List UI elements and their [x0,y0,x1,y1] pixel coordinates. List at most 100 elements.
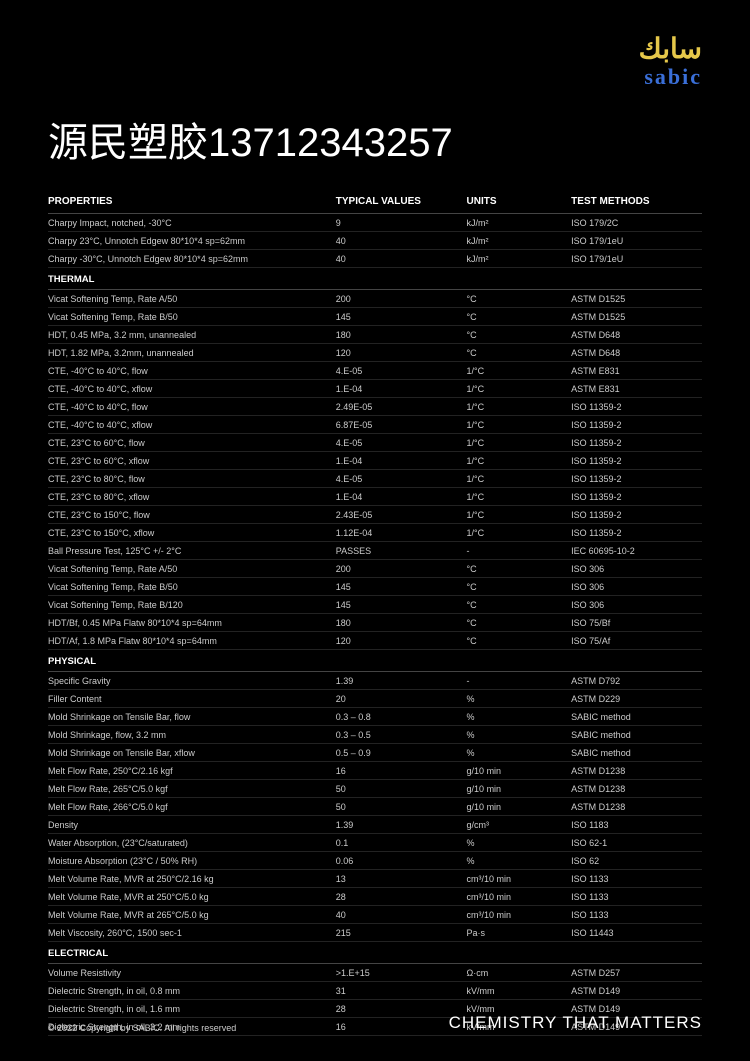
cell-value: 215 [336,924,467,942]
cell-unit: g/10 min [467,762,572,780]
table-row: Melt Flow Rate, 266°C/5.0 kgf50g/10 minA… [48,798,702,816]
cell-method: ISO 306 [571,596,702,614]
cell-value: 200 [336,290,467,308]
cell-property: Melt Volume Rate, MVR at 250°C/5.0 kg [48,888,336,906]
cell-unit: 1/°C [467,488,572,506]
table-row: CTE, 23°C to 80°C, flow4.E-051/°CISO 113… [48,470,702,488]
cell-unit: 1/°C [467,506,572,524]
cell-method: ISO 11359-2 [571,506,702,524]
cell-unit: g/cm³ [467,816,572,834]
cell-unit: 1/°C [467,524,572,542]
tagline: CHEMISTRY THAT MATTERS [449,1013,702,1033]
table-row: Vicat Softening Temp, Rate A/50200°CISO … [48,560,702,578]
cell-property: CTE, -40°C to 40°C, xflow [48,416,336,434]
cell-value: 0.3 – 0.8 [336,708,467,726]
cell-method: ISO 179/1eU [571,250,702,268]
cell-value: 28 [336,888,467,906]
cell-property: Charpy -30°C, Unnotch Edgew 80*10*4 sp=6… [48,250,336,268]
cell-property: HDT, 1.82 MPa, 3.2mm, unannealed [48,344,336,362]
cell-property: Melt Flow Rate, 265°C/5.0 kgf [48,780,336,798]
cell-value: 0.3 – 0.5 [336,726,467,744]
cell-method: ASTM D1238 [571,798,702,816]
section-label: PHYSICAL [48,650,702,672]
cell-method: ASTM E831 [571,362,702,380]
cell-value: 1.E-04 [336,452,467,470]
table-row: Vicat Softening Temp, Rate B/50145°CISO … [48,578,702,596]
table-row: Melt Volume Rate, MVR at 250°C/5.0 kg28c… [48,888,702,906]
cell-property: Vicat Softening Temp, Rate B/50 [48,308,336,326]
cell-value: 6.87E-05 [336,416,467,434]
cell-method: ISO 1183 [571,816,702,834]
cell-property: Moisture Absorption (23°C / 50% RH) [48,852,336,870]
cell-unit: kJ/m² [467,250,572,268]
cell-value: 180 [336,614,467,632]
cell-property: CTE, 23°C to 150°C, flow [48,506,336,524]
cell-method: ISO 11359-2 [571,416,702,434]
cell-unit: kV/mm [467,982,572,1000]
header-values: TYPICAL VALUES [336,190,467,214]
cell-property: HDT, 0.45 MPa, 3.2 mm, unannealed [48,326,336,344]
cell-value: 145 [336,308,467,326]
cell-property: Melt Flow Rate, 266°C/5.0 kgf [48,798,336,816]
cell-property: Density [48,816,336,834]
cell-unit: % [467,834,572,852]
cell-method: IEC 60695-10-2 [571,542,702,560]
cell-method: ISO 1133 [571,888,702,906]
cell-unit: 1/°C [467,434,572,452]
cell-value: 40 [336,250,467,268]
cell-property: CTE, -40°C to 40°C, xflow [48,380,336,398]
cell-method: ISO 179/2C [571,214,702,232]
cell-method: ASTM D648 [571,326,702,344]
cell-property: Dielectric Strength, in oil, 0.8 mm [48,982,336,1000]
table-row: Vicat Softening Temp, Rate B/50145°CASTM… [48,308,702,326]
table-row: CTE, 23°C to 80°C, xflow1.E-041/°CISO 11… [48,488,702,506]
table-row: Melt Volume Rate, MVR at 265°C/5.0 kg40c… [48,906,702,924]
cell-unit: % [467,744,572,762]
cell-unit: 1/°C [467,416,572,434]
cell-unit: °C [467,596,572,614]
cell-value: 0.5 – 0.9 [336,744,467,762]
cell-property: Mold Shrinkage on Tensile Bar, xflow [48,744,336,762]
table-row: Charpy 23°C, Unnotch Edgew 80*10*4 sp=62… [48,232,702,250]
table-row: HDT, 1.82 MPa, 3.2mm, unannealed120°CAST… [48,344,702,362]
cell-value: 1.E-04 [336,488,467,506]
cell-value: 120 [336,344,467,362]
cell-method: ISO 11443 [571,924,702,942]
table-row: Dielectric Strength, in oil, 0.8 mm31kV/… [48,982,702,1000]
cell-unit: Pa·s [467,924,572,942]
cell-property: CTE, 23°C to 80°C, xflow [48,488,336,506]
cell-unit: °C [467,632,572,650]
cell-property: CTE, 23°C to 60°C, xflow [48,452,336,470]
cell-unit: °C [467,326,572,344]
cell-unit: g/10 min [467,780,572,798]
cell-method: ISO 306 [571,578,702,596]
cell-property: CTE, -40°C to 40°C, flow [48,362,336,380]
cell-property: Charpy Impact, notched, -30°C [48,214,336,232]
cell-method: SABIC method [571,744,702,762]
cell-value: >1.E+15 [336,964,467,982]
cell-unit: cm³/10 min [467,906,572,924]
cell-method: ISO 75/Af [571,632,702,650]
table-row: Mold Shrinkage on Tensile Bar, xflow0.5 … [48,744,702,762]
cell-property: Vicat Softening Temp, Rate A/50 [48,560,336,578]
copyright-text: © 2022 Copyright by SABIC. All rights re… [48,1023,236,1033]
page-footer: © 2022 Copyright by SABIC. All rights re… [48,1013,702,1033]
cell-property: CTE, 23°C to 60°C, flow [48,434,336,452]
cell-method: ASTM D792 [571,672,702,690]
cell-unit: cm³/10 min [467,870,572,888]
cell-method: ISO 62 [571,852,702,870]
table-row: Charpy Impact, notched, -30°C9kJ/m²ISO 1… [48,214,702,232]
table-row: HDT/Af, 1.8 MPa Flatw 80*10*4 sp=64mm120… [48,632,702,650]
cell-property: HDT/Af, 1.8 MPa Flatw 80*10*4 sp=64mm [48,632,336,650]
cell-unit: % [467,708,572,726]
cell-method: ASTM D1525 [571,290,702,308]
cell-value: 31 [336,982,467,1000]
section-header: THERMAL [48,268,702,290]
cell-value: 50 [336,780,467,798]
table-row: CTE, 23°C to 150°C, flow2.43E-051/°CISO … [48,506,702,524]
cell-method: ISO 75/Bf [571,614,702,632]
cell-method: SABIC method [571,708,702,726]
table-row: CTE, 23°C to 60°C, xflow1.E-041/°CISO 11… [48,452,702,470]
table-row: Charpy -30°C, Unnotch Edgew 80*10*4 sp=6… [48,250,702,268]
cell-unit: g/10 min [467,798,572,816]
